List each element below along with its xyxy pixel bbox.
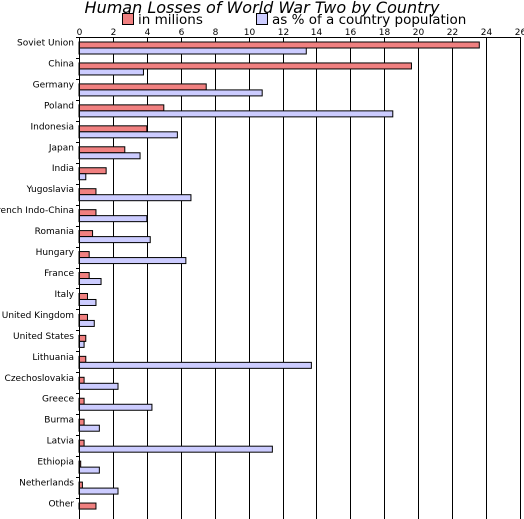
category-label: Indonesia xyxy=(30,122,74,132)
bar-percent xyxy=(78,424,100,432)
bar-millions xyxy=(78,62,412,70)
category-label: United States xyxy=(13,332,74,342)
bar-percent xyxy=(78,487,119,495)
bar-percent xyxy=(78,89,263,97)
bar-percent xyxy=(78,403,153,411)
bar-percent xyxy=(78,47,307,55)
x-tick-label: 16 xyxy=(345,28,357,38)
bar-millions xyxy=(78,125,148,133)
bar-percent xyxy=(78,298,97,306)
tick-layer: 0 2 4 6 8 10 12 14 16 18 20 22 24 26 xyxy=(77,28,524,38)
category-label: Other xyxy=(48,500,74,510)
category-label: Yugoslavia xyxy=(26,185,74,195)
legend-item-millions: in milions xyxy=(122,13,203,28)
category-label: Netherlands xyxy=(19,479,74,489)
bar-percent xyxy=(78,215,148,223)
bar-percent xyxy=(78,361,312,369)
bar-millions xyxy=(78,41,480,49)
category-label: Lithuania xyxy=(32,353,74,363)
x-tick-label: 24 xyxy=(481,28,493,38)
x-tick-label: 6 xyxy=(179,28,185,38)
x-tick-label: 20 xyxy=(413,28,425,38)
bar-millions xyxy=(78,230,94,238)
bar-millions xyxy=(78,292,88,300)
bar-millions xyxy=(78,146,126,154)
bar-millions xyxy=(78,313,88,321)
category-label: Latvia xyxy=(47,437,74,447)
category-label: China xyxy=(48,59,74,69)
bar-percent xyxy=(78,110,394,118)
category-label: Czechoslovakia xyxy=(5,374,74,384)
bar-percent xyxy=(78,194,192,202)
bar-percent xyxy=(78,445,273,453)
bar-millions xyxy=(78,334,87,342)
bar-percent xyxy=(78,382,119,390)
bar-percent xyxy=(78,152,141,160)
bar-percent xyxy=(78,131,178,139)
x-tick-label: 4 xyxy=(145,28,151,38)
x-tick-label: 26 xyxy=(515,28,524,38)
category-label: Burma xyxy=(44,416,74,426)
bar-millions xyxy=(78,188,97,196)
category-label: Soviet Union xyxy=(17,38,74,48)
x-tick-label: 10 xyxy=(244,28,256,38)
legend-label-millions: in milions xyxy=(138,12,203,28)
category-label: Poland xyxy=(44,101,74,111)
bar-percent xyxy=(78,236,151,244)
x-tick-label: 18 xyxy=(379,28,391,38)
bar-millions xyxy=(78,272,90,280)
category-label: France xyxy=(44,269,74,279)
bar-millions xyxy=(78,502,97,510)
category-label: Japan xyxy=(48,143,74,153)
bar-percent xyxy=(78,319,95,327)
bar-percent xyxy=(78,173,87,181)
legend-swatch-percent xyxy=(256,13,268,25)
axis-layer xyxy=(76,37,520,519)
x-tick-label: 12 xyxy=(278,28,289,38)
category-label: Ethiopia xyxy=(37,458,74,468)
bar-millions xyxy=(78,104,165,112)
bar-millions xyxy=(78,355,87,363)
category-label: United Kingdom xyxy=(2,311,74,321)
category-label-layer: Soviet Union China Germany Poland Indonesia J… xyxy=(0,38,75,509)
bar-layer xyxy=(78,41,480,510)
bar-millions xyxy=(78,209,97,217)
bar-percent xyxy=(78,68,144,76)
bar-percent xyxy=(78,466,100,474)
bar-millions xyxy=(78,167,107,175)
category-label: India xyxy=(52,164,74,174)
x-tick-label: 2 xyxy=(111,28,117,38)
category-label: Greece xyxy=(42,395,74,405)
chart-title: Human Losses of World War Two by Country xyxy=(84,0,440,17)
legend-item-percent: as % of a country population xyxy=(256,13,466,28)
category-label: French Indo-China xyxy=(0,206,74,216)
category-label: Romania xyxy=(35,227,74,237)
x-tick-label: 8 xyxy=(213,28,219,38)
bar-percent xyxy=(78,278,102,286)
x-tick-label: 0 xyxy=(77,28,83,38)
x-tick-label: 14 xyxy=(311,28,323,38)
category-label: Germany xyxy=(33,80,75,90)
category-label: Italy xyxy=(54,290,74,300)
legend-label-percent: as % of a country population xyxy=(272,12,467,28)
category-label: Hungary xyxy=(36,248,75,258)
x-tick-label: 22 xyxy=(447,28,458,38)
bar-millions xyxy=(78,83,207,91)
legend-swatch-millions xyxy=(122,13,134,25)
bar-percent xyxy=(78,257,187,265)
bar-millions xyxy=(78,251,90,259)
